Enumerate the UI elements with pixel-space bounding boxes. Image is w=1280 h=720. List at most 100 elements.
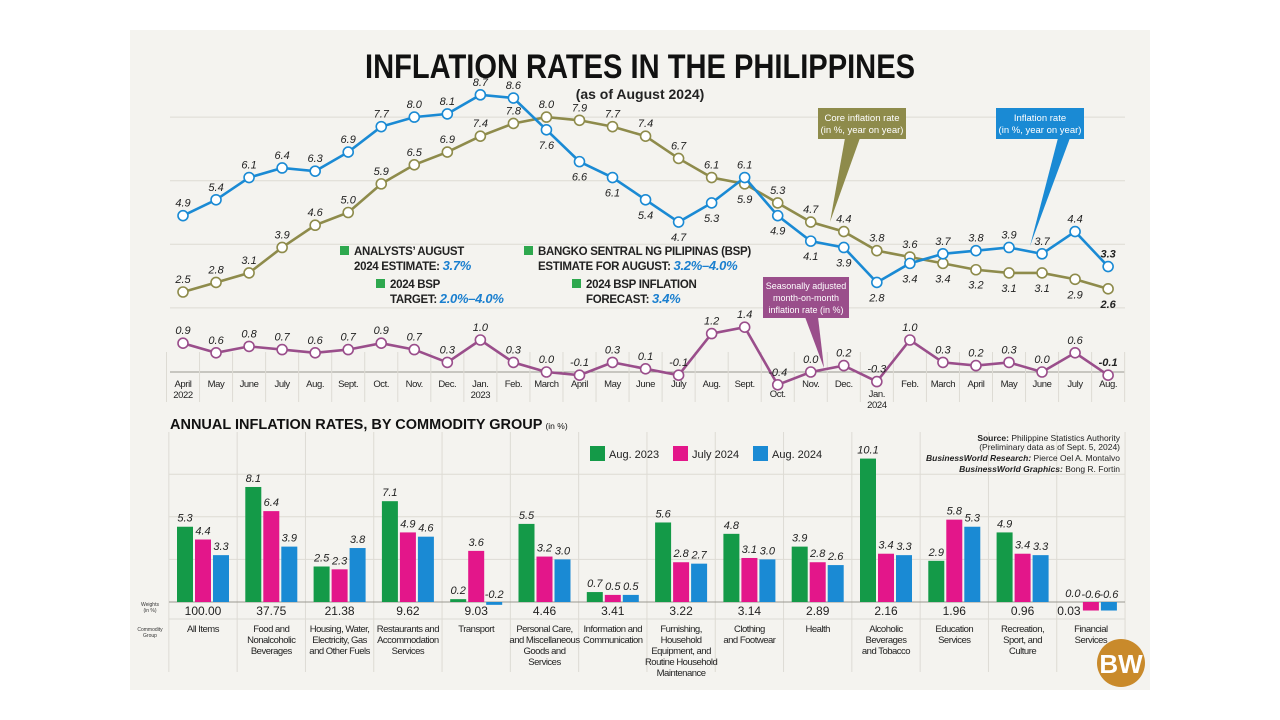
mom-inflation-point bbox=[375, 337, 388, 350]
inflation-point bbox=[1102, 260, 1114, 273]
core-inflation-point bbox=[243, 267, 255, 279]
inflation-point bbox=[705, 197, 718, 209]
bar-aug-2024 bbox=[554, 559, 571, 602]
mom-inflation-point bbox=[243, 340, 255, 353]
category-label: Nonalcoholic bbox=[247, 635, 296, 646]
category-label: All Items bbox=[187, 624, 220, 635]
core-inflation-point bbox=[441, 146, 454, 158]
core-inflation-point bbox=[606, 120, 619, 133]
callout-box bbox=[763, 277, 849, 318]
bar-value-label: 4.9 bbox=[400, 518, 415, 530]
core-inflation-point bbox=[672, 152, 685, 165]
core-inflation-value-label: 6.7 bbox=[671, 140, 687, 152]
bar-title-unit: (in %) bbox=[545, 421, 567, 431]
bar-value-label: 4.8 bbox=[724, 520, 740, 532]
inflation-point bbox=[1069, 225, 1081, 238]
mom-inflation-value-label: -0.3 bbox=[867, 364, 887, 376]
mom-inflation-value-label: -0.4 bbox=[768, 367, 787, 379]
core-inflation-point bbox=[309, 219, 321, 232]
bar-value-label: 4.4 bbox=[195, 526, 210, 538]
core-inflation-point bbox=[1003, 267, 1015, 279]
bar-value-label: 0.0 bbox=[1065, 588, 1081, 600]
weight-label: 2.16 bbox=[874, 604, 898, 618]
core-inflation-value-label: 3.9 bbox=[274, 229, 289, 241]
bar-value-label: 5.6 bbox=[655, 508, 671, 520]
bar-aug-2024 bbox=[691, 563, 708, 602]
bar-series: 5.3 8.1 2.5 7.1 0.2 5.5 0.7 5.6 4.8 3.9 10.1 2.9 4.9… bbox=[137, 445, 1119, 679]
category-label: Health bbox=[805, 624, 830, 635]
bar-aug-2024 bbox=[417, 536, 434, 602]
bar-value-label: 4.6 bbox=[418, 523, 434, 535]
bar-value-label: 3.6 bbox=[469, 537, 485, 549]
inflation-value-label: 4.4 bbox=[1067, 214, 1082, 226]
source-prelim: (Preliminary data as of Sept. 5, 2024) bbox=[979, 442, 1120, 452]
inflation-value-label: 6.3 bbox=[308, 153, 324, 165]
core-inflation-value-label: 3.2 bbox=[968, 280, 983, 292]
category-label: Housing, Water, bbox=[310, 624, 370, 635]
bar-aug-2024 bbox=[1032, 555, 1049, 602]
core-inflation-point bbox=[705, 171, 718, 184]
bar-value-label: 5.3 bbox=[965, 513, 981, 525]
category-label: and Footwear bbox=[723, 635, 775, 646]
mom-inflation-value-label: 0.0 bbox=[803, 354, 819, 366]
source-value: Philippine Statistics Authority bbox=[1009, 433, 1121, 443]
bar-value-label: 3.1 bbox=[742, 544, 757, 556]
month-tick-label: May bbox=[1001, 379, 1018, 390]
research-value: Pierce Oel A. Montalvo bbox=[1031, 453, 1120, 463]
month-tick-label: July bbox=[671, 379, 687, 390]
weight-label: 9.62 bbox=[396, 604, 420, 618]
weight-label: 21.38 bbox=[325, 604, 355, 618]
bar-value-label: 3.0 bbox=[555, 545, 571, 557]
inflation-point bbox=[1036, 248, 1048, 260]
inflation-point bbox=[837, 241, 850, 254]
month-tick-label: March bbox=[534, 379, 559, 390]
bar-aug-2023 bbox=[177, 526, 193, 602]
note-label: 2024 ESTIMATE: bbox=[354, 261, 440, 273]
inflation-point bbox=[639, 193, 652, 206]
mom-inflation-value-label: 0.3 bbox=[440, 344, 456, 356]
logo-text: BW bbox=[1099, 649, 1143, 679]
inflation-point bbox=[276, 162, 288, 174]
inflation-value-label: 6.9 bbox=[341, 134, 356, 146]
bar-aug-2023 bbox=[245, 486, 262, 602]
bar-july-2024 bbox=[673, 562, 690, 602]
mom-inflation-point bbox=[804, 366, 817, 378]
bar-value-label: 3.8 bbox=[350, 534, 366, 546]
category-label: Recreation, bbox=[1001, 624, 1044, 635]
note-text: 2024 ESTIMATE: 3.7% bbox=[354, 258, 472, 273]
inflation-point bbox=[904, 257, 916, 270]
inflation-point bbox=[804, 235, 817, 247]
mom-inflation-value-label: -0.1 bbox=[669, 357, 688, 369]
line-gridlines bbox=[170, 116, 1125, 309]
bar-july-2024 bbox=[331, 569, 348, 602]
core-inflation-point bbox=[871, 244, 883, 257]
inflation-value-label: 4.1 bbox=[803, 251, 818, 263]
core-inflation-value-label: 3.1 bbox=[1001, 283, 1016, 295]
source-credits: Source: Philippine Statistics Authority … bbox=[926, 433, 1121, 474]
legend-swatch-july-2024 bbox=[673, 446, 688, 461]
bar-value-label: 2.9 bbox=[928, 547, 944, 559]
mom-inflation-value-label: 0.2 bbox=[836, 348, 851, 360]
legend-label: Aug. 2023 bbox=[609, 449, 659, 461]
inflation-callout: Inflation rate (in %, year on year) bbox=[996, 108, 1084, 246]
analyst-estimate-note: ANALYSTS’ AUGUST 2024 ESTIMATE: 3.7% bbox=[340, 246, 472, 273]
bar-chart-title: ANNUAL INFLATION RATES, BY COMMODITY GRO… bbox=[170, 417, 568, 433]
callout-pointer bbox=[830, 138, 860, 222]
callout-text: (in %, year on year) bbox=[999, 125, 1082, 136]
inflation-value-label: 3.8 bbox=[968, 233, 984, 245]
bar-july-2024 bbox=[399, 532, 416, 602]
core-inflation-point bbox=[837, 225, 850, 238]
mom-inflation-point bbox=[276, 343, 288, 356]
bsp-target-note: 2024 BSP TARGET: 2.0%–4.0% bbox=[376, 279, 505, 306]
note-label: FORECAST: bbox=[586, 294, 649, 306]
mom-inflation-point bbox=[738, 321, 751, 334]
bar-value-label: 5.3 bbox=[177, 513, 193, 525]
core-inflation-point bbox=[474, 130, 487, 142]
callout-text: inflation rate (in %) bbox=[768, 305, 843, 315]
category-label: Equipment, and bbox=[651, 646, 711, 657]
bar-legend: Aug. 2023 July 2024 Aug. 2024 bbox=[590, 446, 822, 461]
graphics-label: BusinessWorld Graphics: bbox=[959, 464, 1063, 474]
inflation-value-label: 6.1 bbox=[241, 160, 256, 172]
inflation-value-label: 6.6 bbox=[572, 172, 588, 184]
mom-inflation-value-label: 0.6 bbox=[308, 335, 324, 347]
